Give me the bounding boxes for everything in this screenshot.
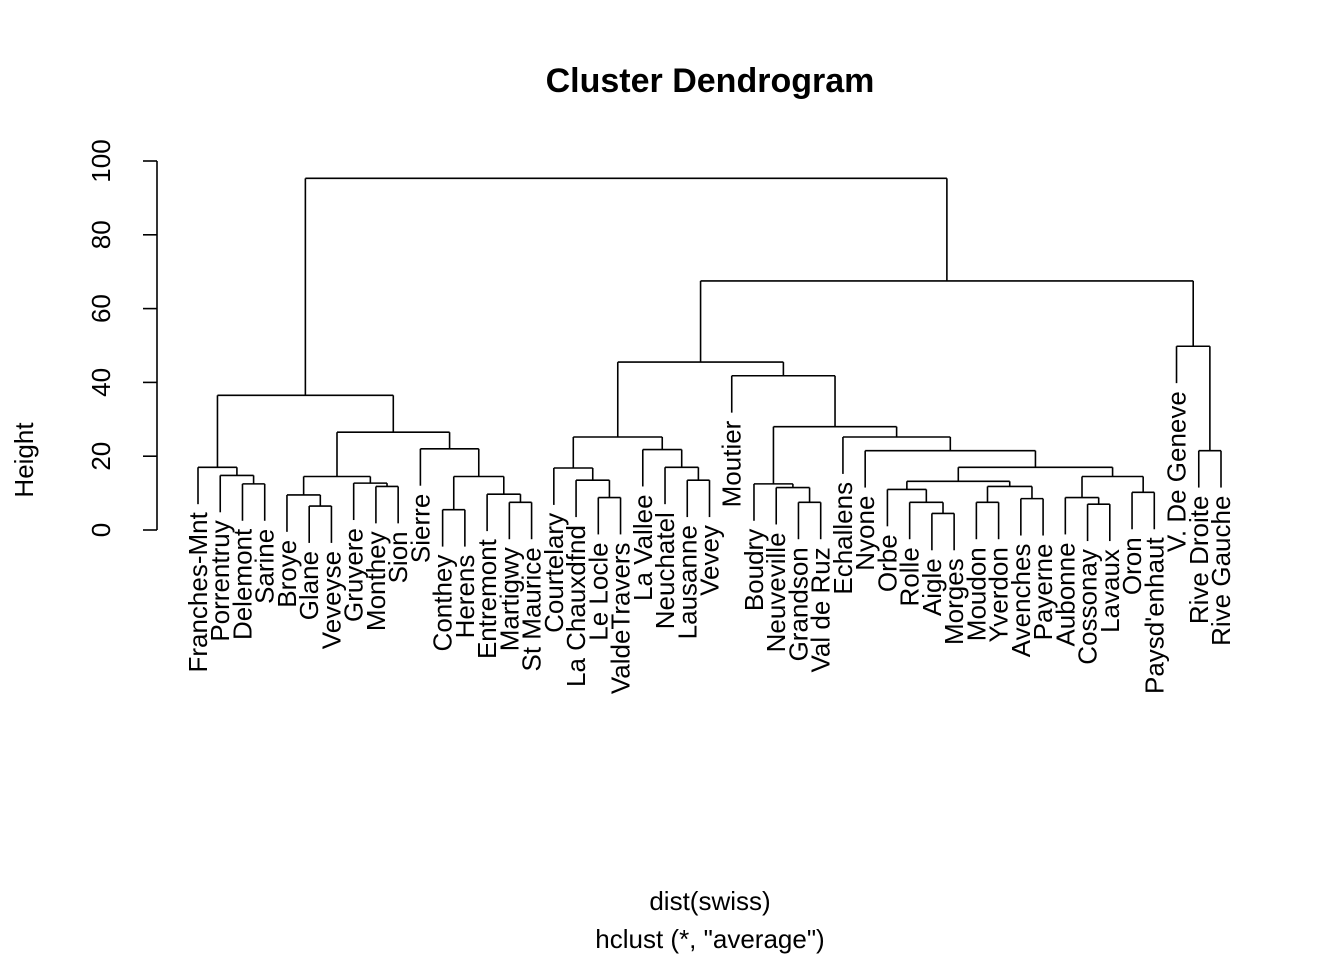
leaf-label: Boudry [739,529,769,611]
leaf-label: Orbe [872,534,902,592]
leaf-label: Sion [383,531,413,583]
dendrogram-branches [197,177,1222,551]
leaf-label: Cossonay [1073,549,1103,665]
leaf-label: Moutier [717,420,747,507]
leaf-label: ValdeTravers [606,542,636,694]
y-tick-label: 40 [86,368,116,397]
y-tick-label: 20 [86,442,116,471]
leaf-label: Grandson [783,547,813,661]
leaf-label: Entremont [472,538,502,659]
y-tick-label: 0 [86,523,116,537]
leaf-label: St Maurice [517,547,547,671]
leaf-label: La Vallee [628,494,658,601]
leaf-label: La Chauxdfnd [561,525,591,687]
leaf-label: Broye [272,540,302,608]
leaf-label: Courtelary [539,513,569,633]
leaf-label: Veveyse [316,551,346,649]
leaf-label: Rolle [895,547,925,606]
leaf-label: Porrentruy [205,520,235,641]
leaf-label: Paysd'enhaut [1139,536,1169,694]
leaf-label: Lavaux [1095,549,1125,633]
leaf-label: Rive Gauche [1206,496,1236,646]
x-axis-subtitle: hclust (*, "average") [595,924,824,954]
leaf-label: Sierre [405,494,435,563]
leaf-label: Val de Ruz [806,547,836,672]
y-axis-label: Height [9,422,39,498]
leaf-label: Morges [939,558,969,645]
y-tick-label: 100 [86,139,116,182]
y-tick-label: 60 [86,294,116,323]
leaf-label: Payerne [1028,544,1058,641]
leaf-label: Monthey [361,531,391,631]
leaf-label: Martigwy [494,547,524,651]
leaf-label: Le Locle [583,542,613,640]
leaf-label: Glane [294,551,324,620]
leaf-label: Neuchatel [650,512,680,629]
leaf-label: Rive Droite [1184,496,1214,625]
leaf-label: Moudon [961,547,991,641]
chart-title: Cluster Dendrogram [546,62,875,100]
leaf-label: Franches-Mnt [183,511,213,672]
y-tick-label: 80 [86,220,116,249]
leaf-label: Gruyere [339,528,369,622]
leaf-label: Avenches [1006,544,1036,658]
leaf-label: Sarine [250,529,280,604]
leaf-label: Neuveville [761,532,791,652]
leaf-label: Oron [1117,537,1147,595]
leaf-label: Yverdon [984,547,1014,642]
x-axis-label: dist(swiss) [649,886,770,916]
leaf-label: Conthey [428,555,458,652]
leaf-label: Herens [450,555,480,639]
leaf-label: Lausanne [672,525,702,639]
leaf-label: Delemont [227,528,257,640]
leaf-label: Aubonne [1050,542,1080,646]
leaf-labels: Franches-MntPorrentruyDelemontSarineBroy… [183,391,1236,694]
leaf-label: V. De Geneve [1162,391,1192,552]
leaf-label: Aigle [917,558,947,616]
y-axis: 0 20 40 60 80 100 [86,139,158,537]
leaf-label: Echallens [828,482,858,595]
leaf-label: Nyone [850,496,880,571]
leaf-label: Vevey [695,525,725,596]
